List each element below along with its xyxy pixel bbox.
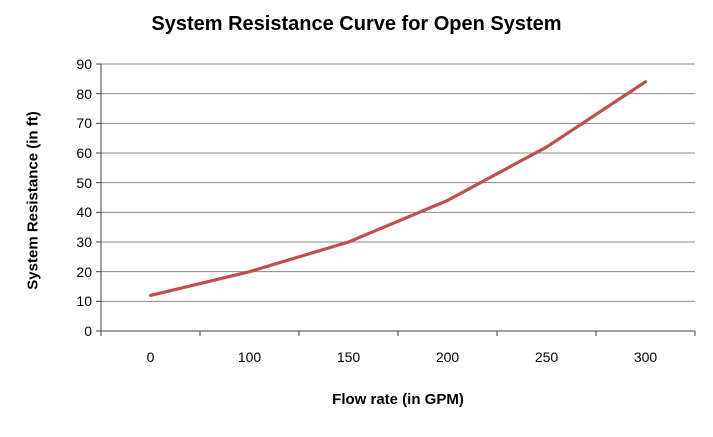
x-tick-label: 250 [534, 349, 559, 365]
x-axis-title: Flow rate (in GPM) [332, 391, 464, 408]
y-tick-label: 20 [76, 263, 92, 280]
y-tick-label: 90 [76, 56, 92, 72]
y-tick-label: 40 [76, 204, 92, 221]
y-tick-label: 30 [76, 234, 92, 250]
x-tick-label: 0 [146, 349, 155, 365]
y-tick-label: 70 [76, 115, 92, 132]
x-tick-label: 200 [435, 349, 460, 365]
y-tick-label: 50 [76, 174, 92, 191]
y-tick-label: 60 [76, 145, 92, 161]
chart-title: System Resistance Curve for Open System [151, 13, 562, 35]
x-tick-label: 100 [237, 349, 262, 365]
y-tick-label: 10 [76, 293, 92, 310]
y-tick-label: 80 [76, 85, 92, 102]
series-line [148, 80, 648, 297]
x-tick-label: 300 [633, 349, 658, 365]
y-tick-label: 0 [84, 323, 92, 339]
x-tick-label: 150 [336, 349, 361, 365]
